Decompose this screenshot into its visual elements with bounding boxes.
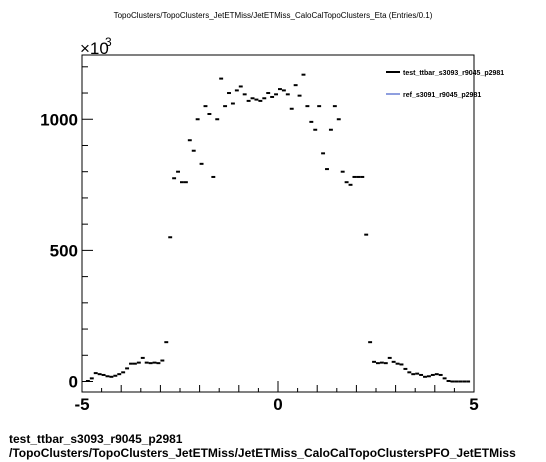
chart-title: TopoClusters/TopoClusters_JetETMiss/JetE… — [114, 11, 433, 20]
y-multiplier-base: ×10 — [80, 39, 109, 58]
y-multiplier-exponent: 3 — [105, 35, 112, 49]
x-tick-labels: -5 0 5 — [74, 395, 478, 414]
plot-frame — [81, 54, 475, 393]
axis-ticks — [81, 66, 475, 392]
x-tick-label: -5 — [74, 395, 89, 414]
legend: test_ttbar_s3093_r9045_p2981 ref_s3091_r9… — [386, 70, 504, 99]
data-points — [85, 73, 471, 383]
y-tick-label: 0 — [69, 373, 78, 392]
y-multiplier: ×10 3 — [80, 35, 112, 58]
x-tick-label: 0 — [273, 395, 282, 414]
y-tick-labels: 0 500 1000 — [40, 110, 78, 391]
legend-label: test_ttbar_s3093_r9045_p2981 — [403, 70, 504, 77]
footer-line-2: /TopoClusters/TopoClusters_JetETMiss/Jet… — [9, 446, 516, 460]
footer-line-1: test_ttbar_s3093_r9045_p2981 — [9, 432, 183, 446]
legend-label: ref_s3091_r9045_p2981 — [403, 92, 481, 99]
y-tick-label: 500 — [50, 241, 78, 260]
x-tick-label: 5 — [469, 395, 478, 414]
y-tick-label: 1000 — [40, 110, 78, 129]
